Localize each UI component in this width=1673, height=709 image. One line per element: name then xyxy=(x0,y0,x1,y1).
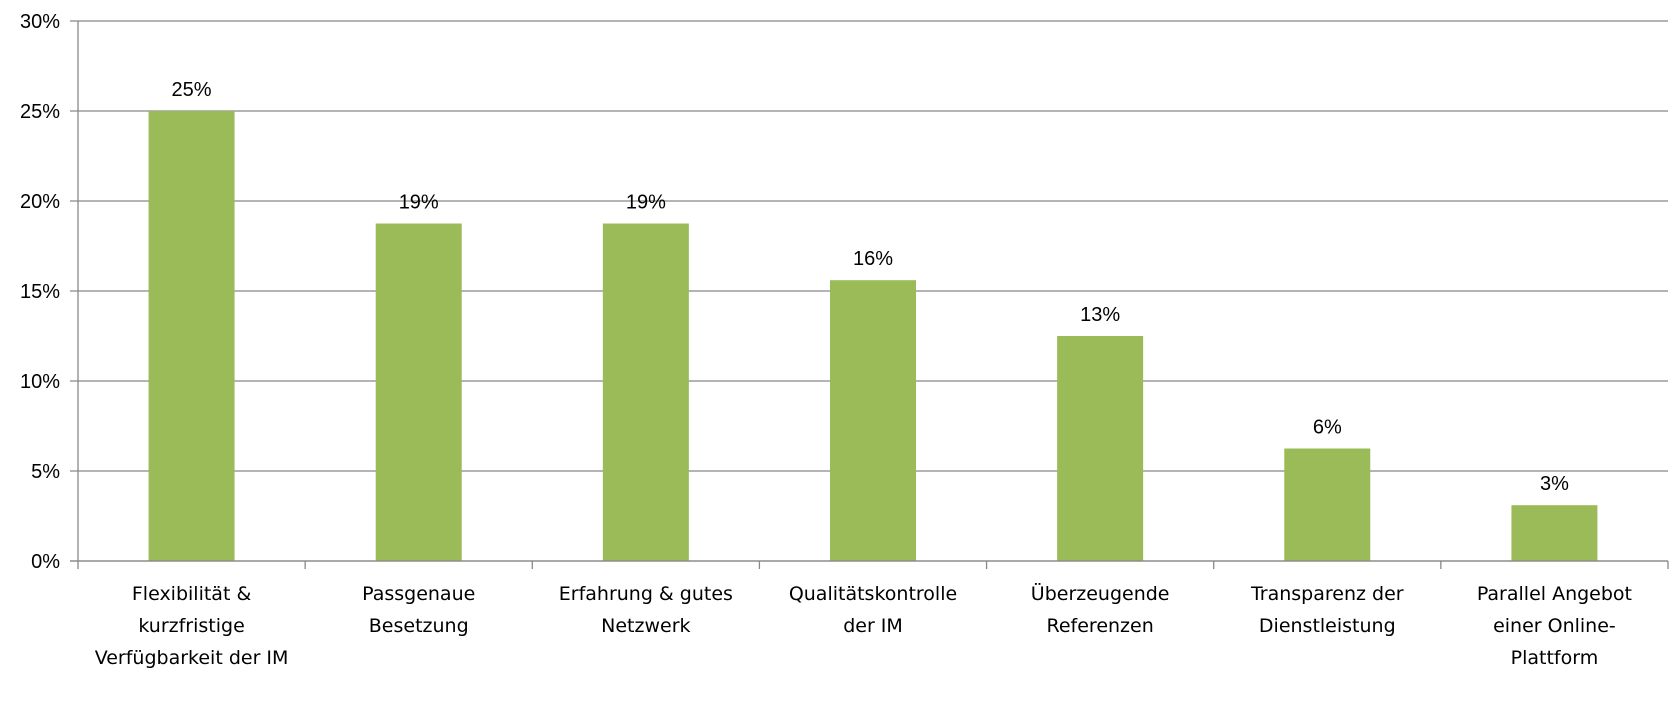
y-tick-label: 0% xyxy=(31,551,60,573)
bars xyxy=(148,111,1598,561)
y-tick-label: 20% xyxy=(20,191,60,213)
x-tick-label: Überzeugende Referenzen xyxy=(1031,582,1170,637)
y-tick-label: 10% xyxy=(20,371,60,393)
data-label: 19% xyxy=(626,192,666,214)
y-axis-ticks: 0% 5% 10% 15% 20% 25% 30% xyxy=(20,11,60,573)
y-tick-label: 30% xyxy=(20,11,60,33)
x-axis-labels: Flexibilität & kurzfristige Verfügbarkeit … xyxy=(95,582,1632,669)
bar xyxy=(1284,448,1371,561)
data-label: 13% xyxy=(1080,304,1120,326)
x-tick-label: Qualitätskontrolle der IM xyxy=(789,583,957,637)
data-labels: 25% 19% 19% 16% 13% 6% 3% xyxy=(172,79,1570,495)
y-tick-label: 5% xyxy=(31,461,60,483)
x-tick-label: Flexibilität & kurzfristige Verfügbarkeit … xyxy=(95,583,289,669)
data-label: 6% xyxy=(1313,417,1342,439)
x-tick-label: Transparenz der Dienstleistung xyxy=(1250,583,1404,637)
axes xyxy=(70,21,1669,569)
data-label: 3% xyxy=(1540,473,1569,495)
x-tick-label: Passgenaue Besetzung xyxy=(362,583,475,637)
x-tick-label: Parallel Angebot einer Online-Plattform xyxy=(1477,583,1632,669)
data-label: 25% xyxy=(172,79,212,101)
y-tick-label: 15% xyxy=(20,281,60,303)
bar xyxy=(375,223,462,561)
bar xyxy=(1511,505,1598,561)
bar xyxy=(1057,336,1144,561)
bar xyxy=(830,280,916,561)
bar xyxy=(148,111,235,561)
y-tick-label: 25% xyxy=(20,101,60,123)
bar xyxy=(602,223,689,561)
data-label: 19% xyxy=(399,192,439,214)
x-tick-label: Erfahrung & gutes Netzwerk xyxy=(559,583,733,637)
data-label: 16% xyxy=(853,248,893,270)
